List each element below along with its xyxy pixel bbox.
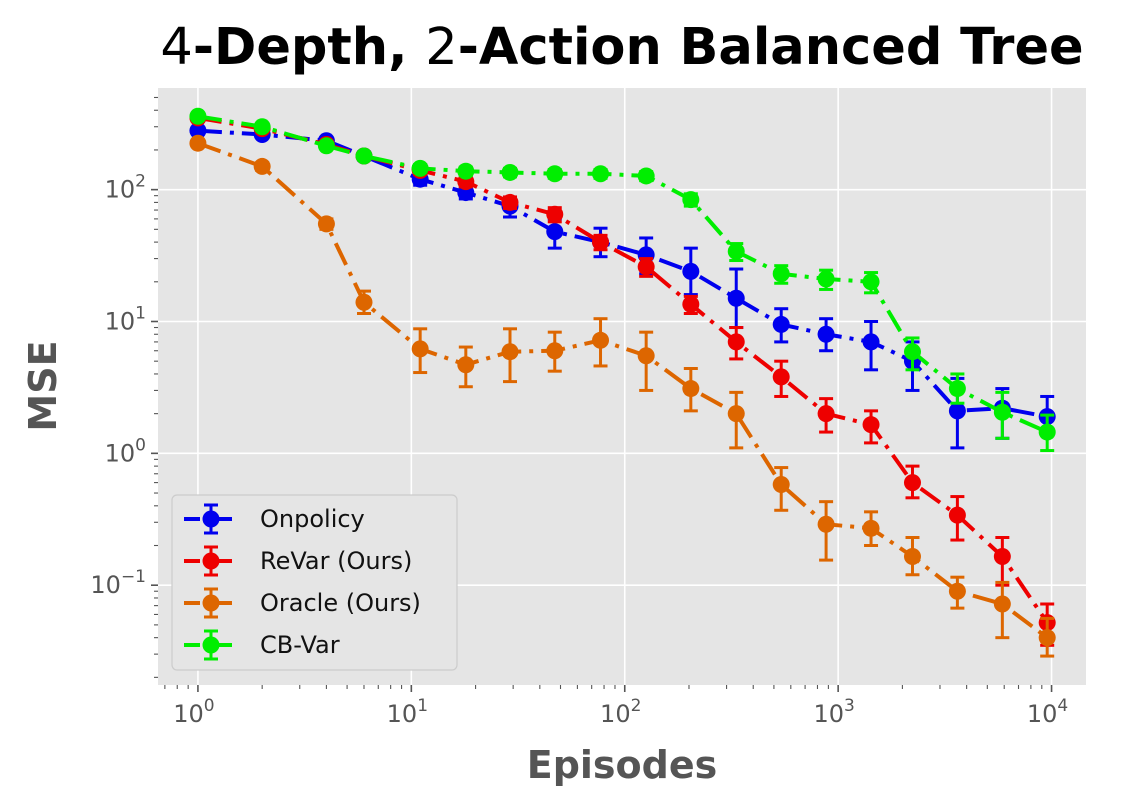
data-point [189,134,207,152]
data-point [993,548,1011,566]
data-point [682,191,700,209]
series-oracle-ours- [189,134,1056,658]
data-point [637,167,655,185]
legend-entry: Oracle (Ours) [184,587,421,619]
data-point [253,118,271,136]
data-point [546,165,564,183]
y-tick-label: 101 [105,303,146,335]
data-point [189,107,207,125]
data-point [1038,423,1056,441]
title-part: 4 [160,18,192,77]
data-point [817,405,835,423]
legend-box [171,494,458,671]
data-point [862,519,880,537]
data-point [637,347,655,365]
data-point [817,270,835,288]
data-point [592,331,610,349]
data-point [772,476,790,494]
legend-entry: CB-Var [184,629,340,661]
data-point [501,163,519,181]
chart-title: 4-Depth, 2-Action Balanced Tree [160,18,1083,77]
legend-label: CB-Var [260,631,340,659]
legend-label: ReVar (Ours) [260,547,412,575]
data-point [993,403,1011,421]
data-point [592,165,610,183]
legend-marker [202,594,220,612]
data-point [411,159,429,177]
data-point [355,293,373,311]
data-point [355,147,373,165]
data-point [546,205,564,223]
data-point [727,242,745,260]
series-cb-var [189,107,1056,453]
data-point [457,356,475,374]
data-point [682,262,700,280]
legend-marker [202,552,220,570]
legend-label: Oracle (Ours) [260,589,421,617]
data-point [637,258,655,276]
title-part: -Depth, [193,18,425,77]
data-point [501,343,519,361]
data-point [903,474,921,492]
grid [158,88,1086,685]
legend-marker [202,636,220,654]
data-point [546,223,564,241]
minor-ticks [154,96,1043,689]
data-point [727,289,745,307]
data-point [817,325,835,343]
legend-label: Onpolicy [260,505,365,533]
x-tick-label: 103 [813,696,854,728]
legend: Onpolicy ReVar (Ours) Oracle (Ours) CB-Var [171,494,458,671]
data-point [948,506,966,524]
data-point [1038,629,1056,647]
title-part: -Action Balanced Tree [458,18,1084,77]
series-layer [189,107,1056,658]
data-point [317,137,335,155]
data-point [862,273,880,291]
data-point [682,380,700,398]
data-point [592,233,610,251]
x-tick-label: 102 [600,696,641,728]
data-point [457,162,475,180]
data-point [772,315,790,333]
data-point [817,515,835,533]
data-point [317,215,335,233]
data-point [948,402,966,420]
data-point [993,595,1011,613]
data-point [501,193,519,211]
x-axis-label: Episodes [527,743,718,787]
legend-marker [202,510,220,528]
data-point [253,157,271,175]
data-point [189,122,207,140]
y-axis-label: MSE [21,340,65,431]
data-point [772,265,790,283]
data-point [903,548,921,566]
y-tick-label: 100 [105,435,146,467]
data-point [948,582,966,600]
data-point [411,340,429,358]
data-point [682,295,700,313]
data-point [862,416,880,434]
x-tick-label: 101 [387,696,428,728]
data-point [862,333,880,351]
data-point [948,380,966,398]
legend-entry: ReVar (Ours) [184,545,412,577]
data-point [903,343,921,361]
x-tick-label: 100 [173,696,214,728]
data-point [727,333,745,351]
data-point [546,342,564,360]
y-tick-label: 10−1 [90,567,146,599]
x-tick-label: 104 [1027,696,1068,728]
legend-entry: Onpolicy [184,503,365,535]
data-point [772,368,790,386]
major-ticks: 100 101 102 103 104 10−1 100 101 102 [90,172,1068,728]
data-point [727,405,745,423]
title-part: 2 [425,18,457,77]
y-tick-label: 102 [105,172,146,204]
